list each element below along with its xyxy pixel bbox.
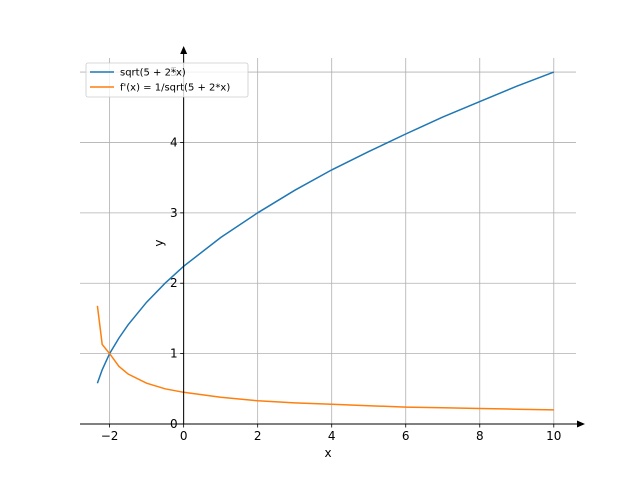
x-tick-label: 2: [254, 429, 262, 443]
series-layer: [96, 71, 555, 411]
y-tick-label: 2: [170, 276, 178, 290]
y-axis-arrow: [180, 46, 188, 54]
series-line-1: [96, 71, 555, 384]
legend-frame: [85, 62, 249, 98]
x-tick-label: 8: [476, 429, 484, 443]
y-tick-label: 0: [170, 417, 178, 431]
x-axis-arrow: [577, 420, 585, 428]
y-axis-title: y: [152, 239, 166, 246]
y-tick-label: 4: [170, 135, 178, 149]
grid: [80, 58, 576, 425]
ticks: −20246810012345: [101, 65, 562, 443]
legend-label-1: sqrt(5 + 2*x): [120, 68, 186, 79]
y-tick-label: 1: [170, 347, 178, 361]
x-tick-label: 10: [546, 429, 561, 443]
x-axis-title: x: [324, 446, 331, 460]
x-tick-label: 6: [402, 429, 410, 443]
legend: sqrt(5 + 2*x) f'(x) = 1/sqrt(5 + 2*x): [85, 62, 249, 98]
y-tick-label: 3: [170, 206, 178, 220]
x-tick-label: −2: [101, 429, 119, 443]
x-tick-label: 4: [328, 429, 336, 443]
series-line-2: [96, 305, 554, 411]
legend-label-2: f'(x) = 1/sqrt(5 + 2*x): [120, 83, 230, 94]
x-tick-label: 0: [180, 429, 188, 443]
axes: [80, 46, 585, 428]
